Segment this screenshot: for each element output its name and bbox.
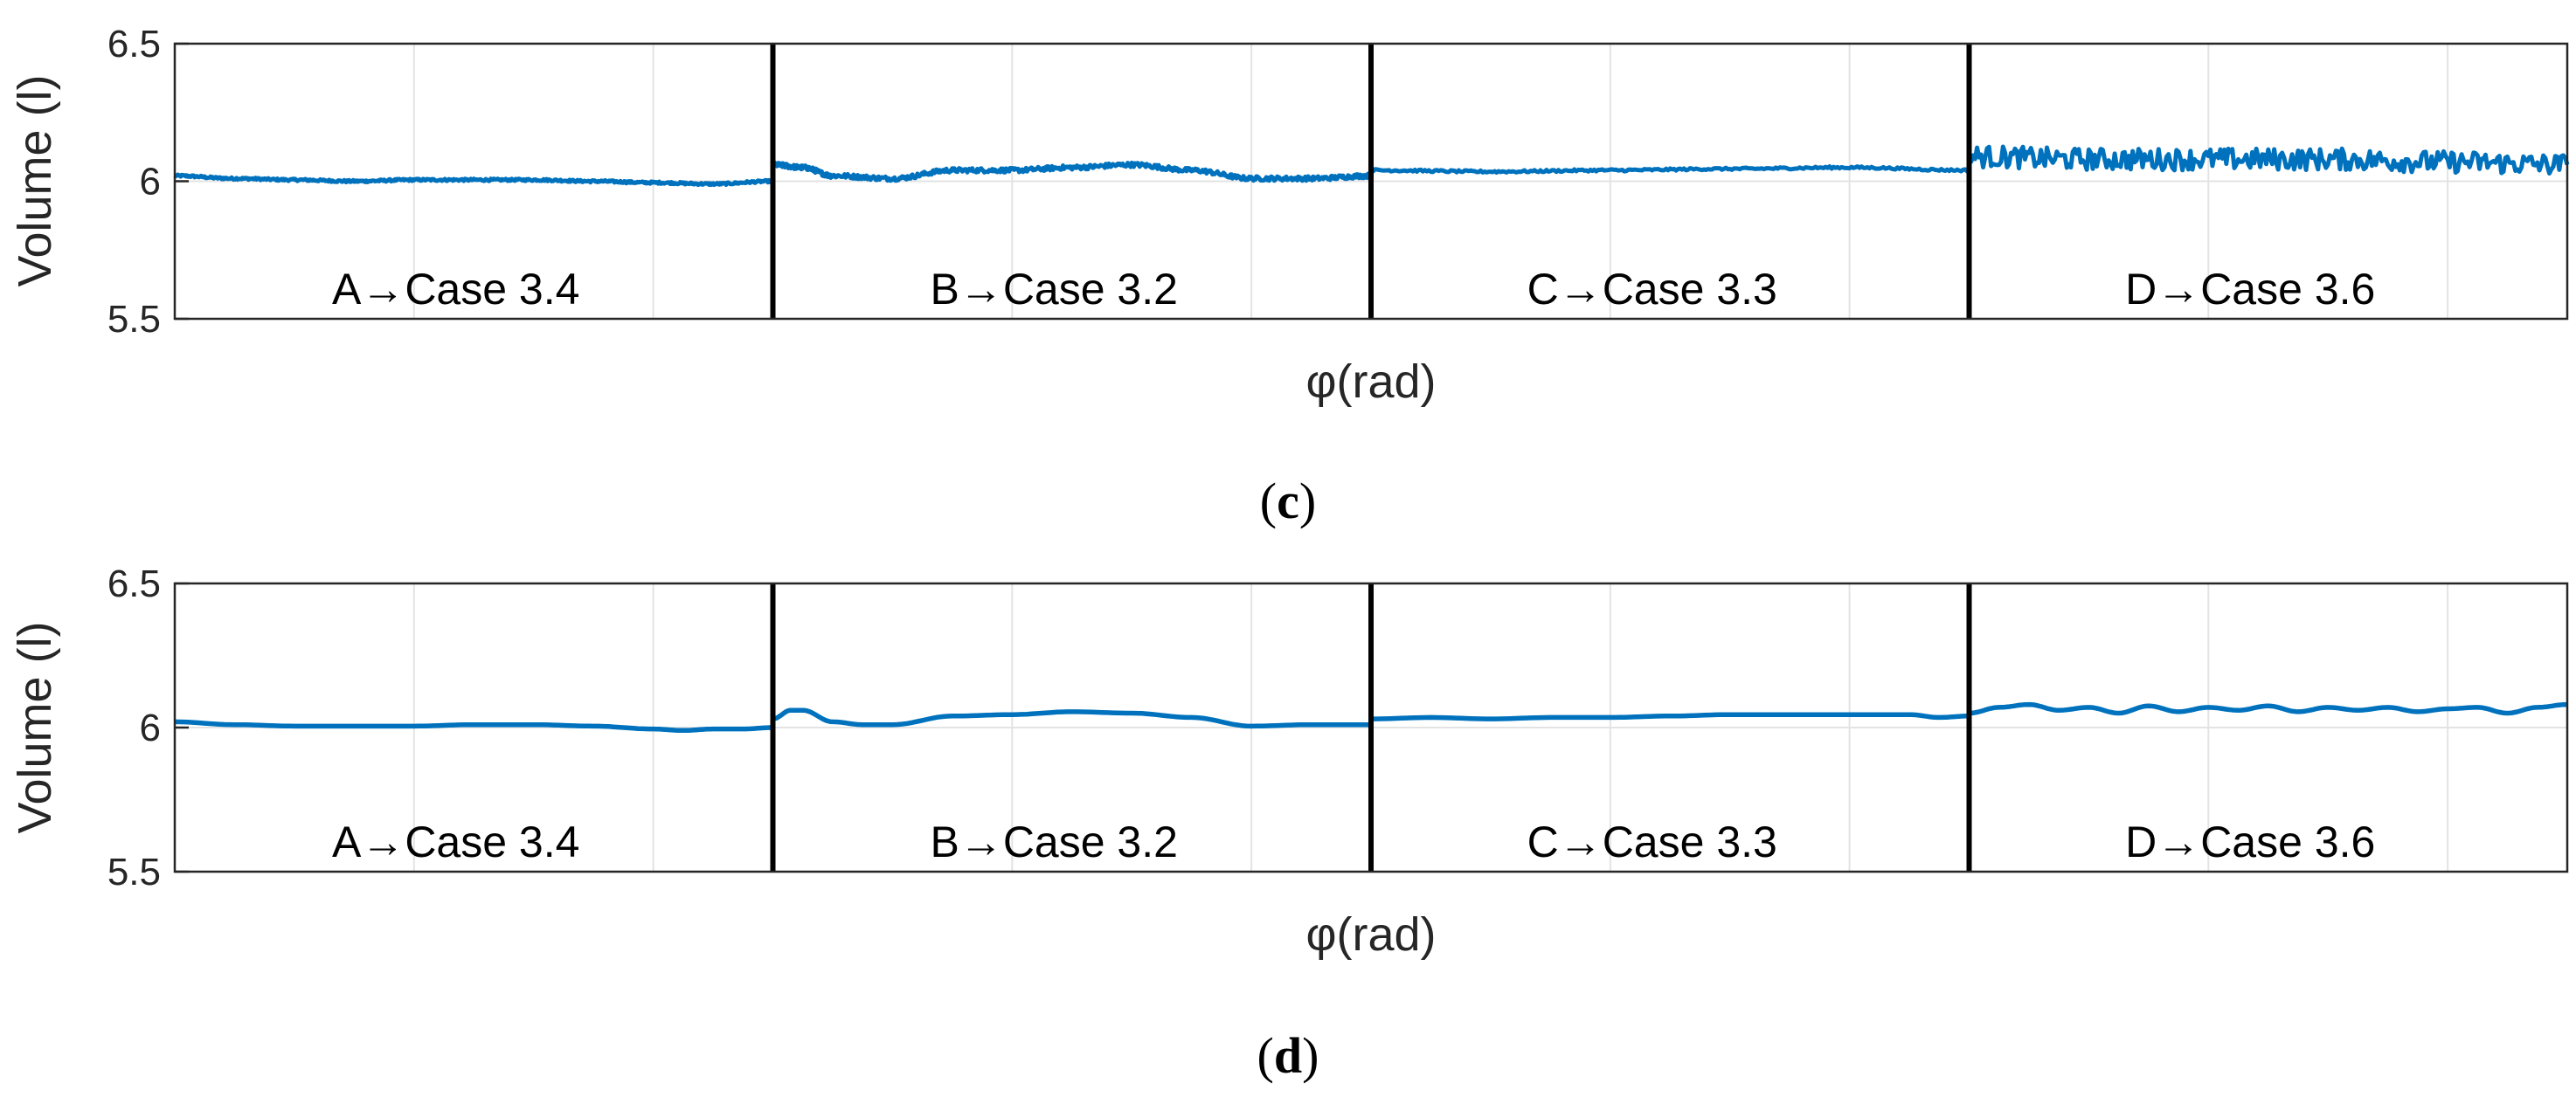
region-label: D→Case 3.6 — [2125, 265, 2375, 314]
y-tick-label: 6 — [140, 161, 161, 204]
series-lines — [173, 144, 2570, 188]
chart-panel-c: 5.5 6 6.5 A→Case 3.4 B→Case 3.2 C→Case 3.3 D→… — [9, 23, 2570, 529]
region-label: A→Case 3.4 — [332, 265, 579, 314]
region-label: C→Case 3.3 — [1527, 818, 1777, 866]
x-axis-label: φ(rad) — [1305, 908, 1436, 961]
y-tick-labels: 5.5 6 6.5 — [107, 562, 189, 894]
series-line-segment-2 — [772, 707, 1371, 729]
series-line-segment-2 — [771, 160, 1373, 183]
y-tick-label: 5.5 — [107, 851, 161, 894]
region-labels: A→Case 3.4 B→Case 3.2 C→Case 3.3 D→Case 3.6 — [332, 265, 2375, 314]
region-label: D→Case 3.6 — [2125, 818, 2375, 866]
y-tick-label: 5.5 — [107, 298, 161, 341]
region-label: B→Case 3.2 — [930, 265, 1177, 314]
series-line-segment-4 — [1969, 701, 2568, 716]
y-tick-label: 6 — [140, 707, 161, 749]
region-label: A→Case 3.4 — [332, 818, 579, 866]
panel-label: (c) — [1260, 473, 1316, 529]
y-tick-labels: 5.5 6 6.5 — [107, 23, 189, 341]
series-line-segment-4 — [1967, 144, 2570, 176]
y-axis-label: Volume (l) — [9, 621, 61, 833]
region-label: C→Case 3.3 — [1527, 265, 1777, 314]
series-line-segment-1 — [173, 172, 774, 188]
panel-label: (d) — [1257, 1027, 1319, 1084]
series-line-segment-3 — [1370, 164, 1970, 175]
region-dividers — [770, 583, 1972, 872]
y-tick-label: 6.5 — [107, 562, 161, 605]
y-axis-label: Volume (l) — [9, 74, 61, 286]
series-line-segment-1 — [174, 719, 773, 734]
series-lines — [174, 701, 2568, 734]
chart-panel-d: 5.5 6 6.5 A→Case 3.4 B→Case 3.2 C→Case 3.3 D→… — [9, 562, 2569, 1084]
y-tick-label: 6.5 — [107, 23, 161, 66]
region-dividers — [770, 44, 1972, 319]
region-labels: A→Case 3.4 B→Case 3.2 C→Case 3.3 D→Case 3.6 — [332, 818, 2375, 866]
x-axis-label: φ(rad) — [1305, 355, 1436, 408]
region-label: B→Case 3.2 — [930, 818, 1177, 866]
series-line-segment-3 — [1371, 712, 1970, 721]
